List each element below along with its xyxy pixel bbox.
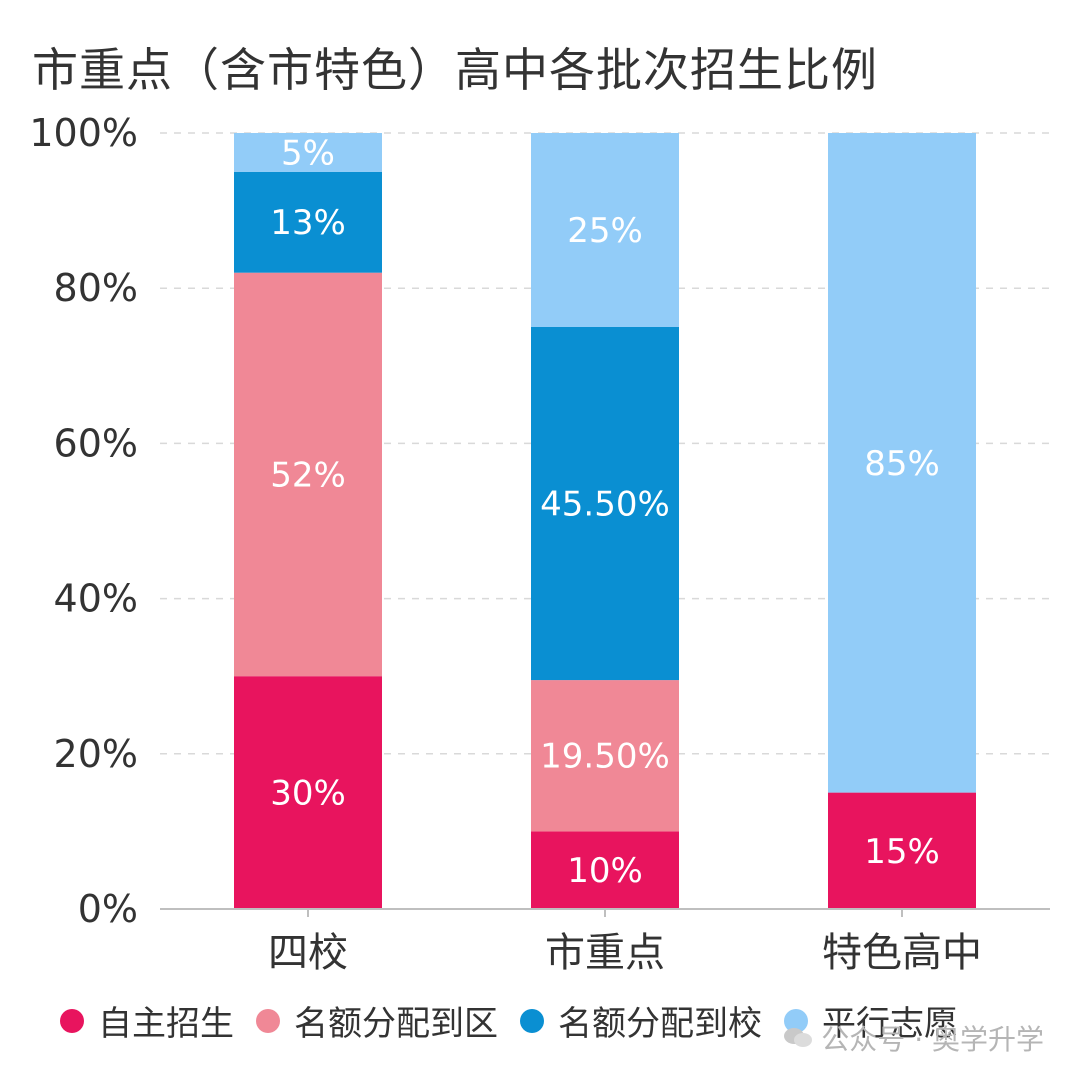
watermark-text: 公众号 · 奥学升学	[821, 1023, 1044, 1056]
data-label: 30%	[270, 774, 346, 814]
data-label: 25%	[567, 211, 643, 251]
y-tick-label: 40%	[54, 577, 138, 621]
legend-dot-icon	[520, 1008, 544, 1033]
bar-segment	[531, 327, 679, 681]
data-label: 45.50%	[540, 485, 670, 525]
y-tick-label: 20%	[54, 732, 138, 776]
bar-segment	[234, 133, 382, 172]
data-label: 13%	[270, 203, 346, 243]
bar-segment	[531, 831, 679, 909]
legend-item: 名额分配到区	[256, 996, 498, 1045]
data-label: 85%	[864, 444, 940, 484]
legend-label: 名额分配到校	[558, 1004, 762, 1044]
y-tick-label: 0%	[78, 887, 138, 931]
legend-dot-icon	[256, 1008, 280, 1033]
bar-segment	[531, 133, 679, 327]
x-tick-label: 特色高中	[822, 930, 982, 976]
watermark: 公众号 · 奥学升学	[783, 1018, 1044, 1058]
data-label: 10%	[567, 851, 643, 891]
wechat-icon	[784, 1028, 813, 1047]
y-tick-label: 100%	[29, 111, 138, 155]
y-tick-label: 80%	[54, 266, 138, 310]
legend-item: 自主招生	[60, 996, 234, 1045]
legend-label: 名额分配到区	[294, 1004, 498, 1044]
legend-item: 名额分配到校	[520, 996, 762, 1045]
data-label: 5%	[281, 133, 335, 173]
data-label: 19.50%	[540, 737, 670, 777]
legend-label: 平行志愿	[822, 1004, 958, 1044]
bar-segment	[828, 133, 976, 793]
legend: 自主招生 名额分配到区 名额分配到校 平行志愿	[60, 996, 980, 1045]
legend-label: 自主招生	[98, 1004, 234, 1044]
data-label: 52%	[270, 455, 346, 495]
y-tick-label: 60%	[54, 421, 138, 465]
stacked-bar-chart: 0% 20% 40% 60% 80% 100% 30% 52% 13% 5% 10% 19.50% 45…	[29, 111, 1050, 976]
bar-segment	[828, 792, 976, 909]
x-tick-label: 市重点	[545, 930, 665, 976]
bar-segment	[234, 171, 382, 273]
legend-item: 平行志愿	[784, 996, 958, 1045]
bar-segment	[234, 272, 382, 677]
data-label: 15%	[864, 832, 940, 872]
bar-segment	[531, 680, 679, 832]
legend-dot-icon	[60, 1008, 84, 1033]
chart-title: 市重点（含市特色）高中各批次招生比例	[32, 43, 878, 97]
bar-segment	[234, 676, 382, 909]
x-tick-label: 四校	[268, 930, 348, 976]
